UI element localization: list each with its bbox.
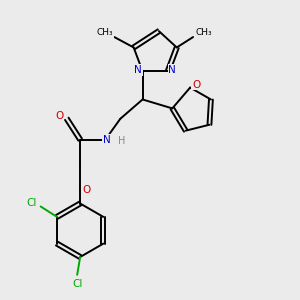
- Text: Cl: Cl: [26, 198, 36, 208]
- Text: N: N: [168, 65, 176, 75]
- Text: Cl: Cl: [72, 279, 83, 289]
- Text: O: O: [82, 185, 91, 195]
- Text: H: H: [118, 136, 125, 146]
- Text: O: O: [55, 111, 64, 121]
- Text: N: N: [134, 65, 142, 75]
- Text: CH₃: CH₃: [97, 28, 113, 37]
- Text: O: O: [192, 80, 200, 90]
- Text: CH₃: CH₃: [195, 28, 212, 37]
- Text: N: N: [103, 135, 111, 145]
